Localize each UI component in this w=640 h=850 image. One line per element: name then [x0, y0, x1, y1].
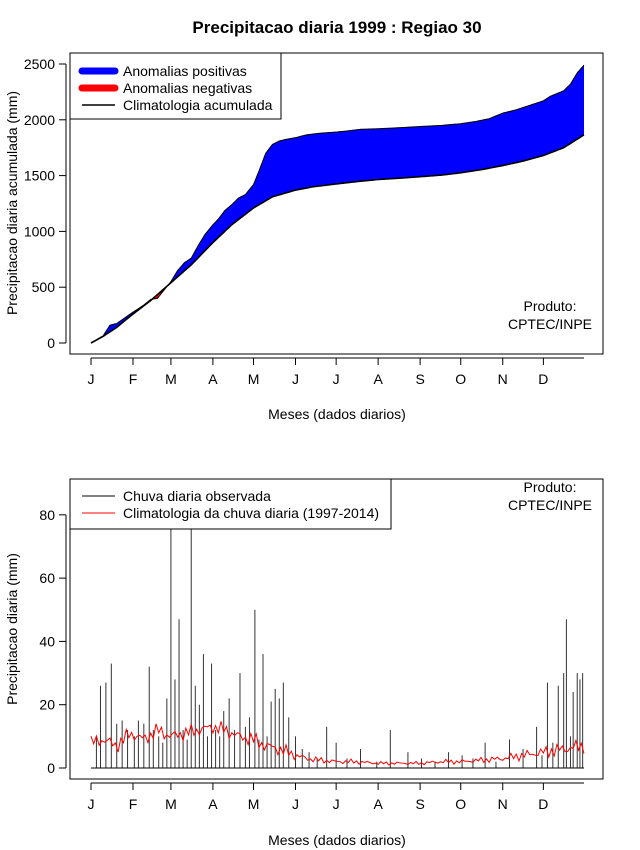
x-tick-label: D [538, 796, 548, 812]
x-tick-label: N [498, 371, 508, 387]
legend-label-observed: Chuva diaria observada [123, 488, 271, 504]
x-tick-label: O [455, 371, 466, 387]
x-tick-label: F [129, 796, 138, 812]
y-tick-label: 20 [39, 697, 55, 713]
x-tick-label: J [88, 371, 95, 387]
x-tick-label: J [333, 796, 340, 812]
x-tick-label: J [292, 371, 299, 387]
climatology-cumulative-line [90, 134, 585, 344]
y-tick-label: 500 [32, 279, 56, 295]
y-tick-label: 2500 [24, 56, 55, 72]
legend: Chuva diaria observada Climatologia da c… [69, 478, 392, 530]
x-tick-label: J [88, 796, 95, 812]
legend-box [69, 478, 392, 530]
legend-label-negative: Anomalias negativas [123, 80, 252, 96]
x-tick-label: M [165, 796, 177, 812]
x-tick-label: A [373, 796, 383, 812]
x-tick-label: D [538, 371, 548, 387]
x-tick-label: N [498, 796, 508, 812]
product-label: Produto: [524, 298, 577, 314]
panel-cumulative: 0 500 1000 1500 2000 2500 J F M A M J J A S O N D Precip… [4, 52, 604, 422]
y-tick-label: 40 [39, 633, 55, 649]
x-tick-label: M [165, 371, 177, 387]
y-tick-label: 1500 [24, 168, 55, 184]
y-axis-label: Precipitacao diaria acumulada (mm) [4, 91, 20, 315]
legend-label-climatology: Climatologia acumulada [123, 97, 273, 113]
panel-daily: 0 20 40 60 80 J F M A M J J A S O N D Precipitacao diar… [4, 478, 604, 848]
y-tick-label: 60 [39, 570, 55, 586]
x-tick-label: O [455, 796, 466, 812]
y-tick-label: 80 [39, 507, 55, 523]
x-tick-label: S [415, 371, 424, 387]
product-source: CPTEC/INPE [508, 316, 592, 332]
plot-frame [69, 52, 604, 355]
product-label: Produto: [524, 479, 577, 495]
legend-label-positive: Anomalias positivas [123, 63, 247, 79]
x-tick-label: M [248, 796, 260, 812]
positive-anomaly-area [166, 65, 584, 287]
observed-daily-spikes [95, 499, 584, 768]
x-tick-label: A [208, 371, 218, 387]
x-tick-label: J [292, 796, 299, 812]
y-axis: 0 500 1000 1500 2000 2500 [24, 56, 67, 351]
climatology-daily-line [90, 721, 585, 766]
y-tick-label: 0 [47, 760, 55, 776]
legend-label-climatology: Climatologia da chuva diaria (1997-2014) [123, 505, 379, 521]
x-tick-label: A [208, 796, 218, 812]
x-axis-label: Meses (dados diarios) [268, 832, 406, 848]
y-tick-label: 1000 [24, 223, 55, 239]
y-tick-label: 2000 [24, 112, 55, 128]
product-source: CPTEC/INPE [508, 497, 592, 513]
x-tick-label: A [373, 371, 383, 387]
y-tick-label: 0 [47, 335, 55, 351]
y-axis-label: Precipitacao diaria (mm) [4, 553, 20, 705]
x-tick-label: S [415, 796, 424, 812]
figure-title: Precipitacao diaria 1999 : Regiao 30 [192, 18, 481, 37]
x-tick-label: J [333, 371, 340, 387]
observed-cumulative-line [90, 64, 585, 344]
legend: Anomalias positivas Anomalias negativas … [69, 52, 282, 120]
x-tick-label: M [248, 371, 260, 387]
x-axis-label: Meses (dados diarios) [268, 406, 406, 422]
y-axis: 0 20 40 60 80 [39, 507, 67, 776]
x-tick-label: F [129, 371, 138, 387]
